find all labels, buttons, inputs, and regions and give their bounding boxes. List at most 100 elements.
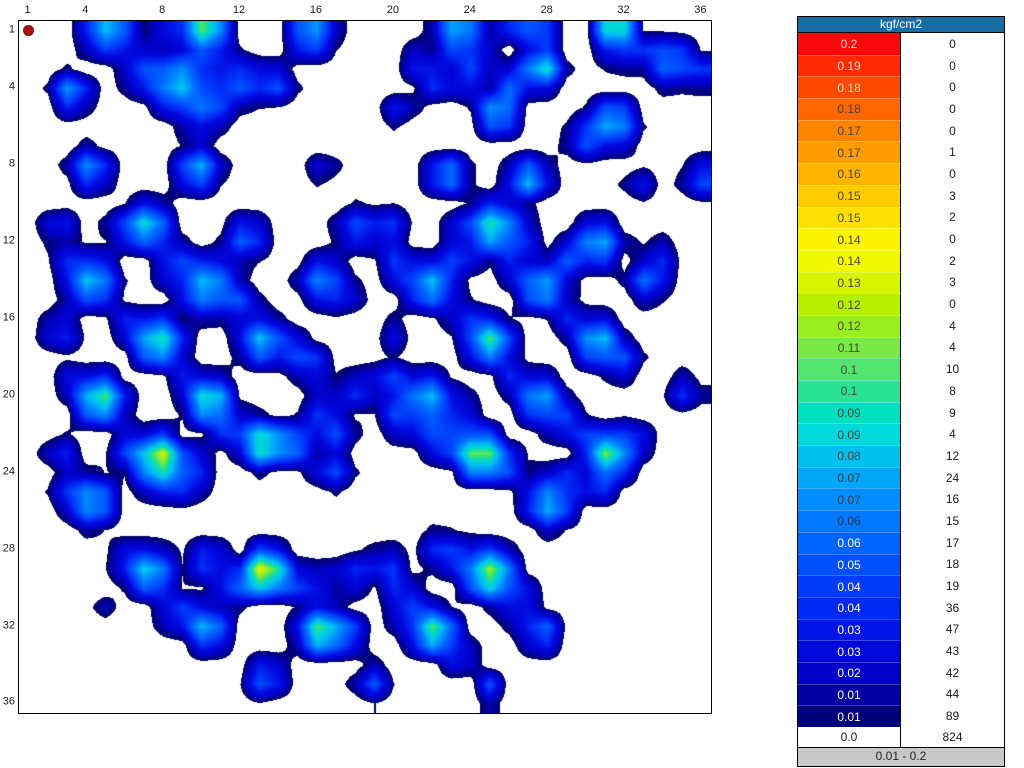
legend-zero-count: 824 [901, 727, 1004, 747]
legend-row: 0.07 16 [798, 488, 1004, 511]
legend-row: 0.18 0 [798, 98, 1004, 120]
legend-value-cell: 0.06 [798, 531, 901, 554]
legend-count-cell: 0 [901, 228, 1004, 250]
legend-value-cell: 0.11 [798, 336, 901, 359]
legend-row: 0.1 8 [798, 380, 1004, 402]
legend-rows: 0.2 0 0.19 0 0.18 0 0.18 0 0.17 0 0.17 1 0.16 0 0.15 3 0… [797, 33, 1005, 727]
legend-row: 0.12 4 [798, 314, 1004, 337]
y-tick-label: 36 [2, 695, 15, 708]
legend-count-cell: 4 [901, 336, 1004, 359]
x-tick-label: 32 [617, 4, 630, 16]
legend-header: kgf/cm2 [797, 16, 1005, 33]
legend-count-cell: 2 [901, 249, 1004, 272]
legend-count-cell: 0 [901, 293, 1004, 315]
pressure-heatmap-canvas[interactable] [19, 21, 711, 713]
legend-count-cell: 24 [901, 466, 1004, 489]
legend-value-cell: 0.1 [798, 358, 901, 380]
legend-row: 0.09 9 [798, 401, 1004, 424]
legend-count-cell: 19 [901, 575, 1004, 597]
x-tick-label: 28 [540, 4, 553, 16]
legend-row: 0.05 18 [798, 553, 1004, 576]
y-tick-label: 12 [2, 234, 15, 247]
legend-count-cell: 2 [901, 206, 1004, 229]
legend-row: 0.15 2 [798, 206, 1004, 229]
legend-value-cell: 0.15 [798, 206, 901, 229]
legend-row: 0.04 19 [798, 575, 1004, 597]
legend-value-cell: 0.17 [798, 119, 901, 142]
legend-count-cell: 89 [901, 705, 1004, 727]
legend-count-cell: 3 [901, 184, 1004, 207]
legend-value-cell: 0.09 [798, 423, 901, 446]
legend-value-cell: 0.03 [798, 618, 901, 641]
legend-value-cell: 0.19 [798, 54, 901, 77]
legend-count-cell: 0 [901, 76, 1004, 99]
legend-row: 0.07 24 [798, 466, 1004, 489]
legend-count-cell: 44 [901, 683, 1004, 706]
legend-value-cell: 0.09 [798, 401, 901, 424]
legend-zero-row: 0.0 824 [797, 727, 1005, 748]
legend-row: 0.04 36 [798, 596, 1004, 619]
y-tick-label: 24 [2, 465, 15, 478]
legend-count-cell: 4 [901, 314, 1004, 337]
legend-row: 0.06 15 [798, 510, 1004, 532]
x-tick-label: 24 [463, 4, 476, 16]
legend-value-cell: 0.14 [798, 249, 901, 272]
legend-value-cell: 0.01 [798, 683, 901, 706]
red-marker-dot [23, 25, 35, 37]
legend-row: 0.06 17 [798, 531, 1004, 554]
legend-count-cell: 42 [901, 661, 1004, 684]
legend-count-cell: 4 [901, 423, 1004, 446]
legend-row: 0.19 0 [798, 54, 1004, 77]
legend-count-cell: 10 [901, 358, 1004, 380]
legend-value-cell: 0.16 [798, 163, 901, 185]
legend-value-cell: 0.18 [798, 98, 901, 120]
legend-value-cell: 0.04 [798, 596, 901, 619]
legend-row: 0.18 0 [798, 76, 1004, 99]
legend-count-cell: 36 [901, 596, 1004, 619]
legend-row: 0.16 0 [798, 163, 1004, 185]
legend-value-cell: 0.04 [798, 575, 901, 597]
legend-count-cell: 18 [901, 553, 1004, 576]
legend-count-cell: 8 [901, 380, 1004, 402]
x-tick-label: 1 [24, 4, 31, 16]
legend-row: 0.2 0 [798, 33, 1004, 55]
y-tick-label: 8 [8, 157, 15, 170]
legend-count-cell: 0 [901, 98, 1004, 120]
legend-count-cell: 0 [901, 163, 1004, 185]
legend-value-cell: 0.1 [798, 380, 901, 402]
legend-count-cell: 43 [901, 640, 1004, 662]
legend-row: 0.11 4 [798, 336, 1004, 359]
legend-row: 0.03 47 [798, 618, 1004, 641]
legend-row: 0.01 89 [798, 705, 1004, 727]
legend-value-cell: 0.06 [798, 510, 901, 532]
legend-table: kgf/cm2 0.2 0 0.19 0 0.18 0 0.18 0 0.17 0 0.17 1 0.1… [797, 16, 1005, 767]
legend-row: 0.08 12 [798, 445, 1004, 467]
legend-row: 0.17 1 [798, 141, 1004, 164]
legend-value-cell: 0.01 [798, 705, 901, 727]
legend-count-cell: 17 [901, 531, 1004, 554]
legend-row: 0.14 2 [798, 249, 1004, 272]
legend-row: 0.17 0 [798, 119, 1004, 142]
legend-value-cell: 0.03 [798, 640, 901, 662]
legend-range-footer: 0.01 - 0.2 [797, 748, 1005, 767]
legend-count-cell: 1 [901, 141, 1004, 164]
y-tick-label: 1 [8, 23, 15, 36]
y-tick-label: 28 [2, 542, 15, 555]
legend-count-cell: 12 [901, 445, 1004, 467]
legend-count-cell: 47 [901, 618, 1004, 641]
y-tick-label: 4 [8, 80, 15, 93]
legend-count-cell: 3 [901, 271, 1004, 294]
legend-row: 0.1 10 [798, 358, 1004, 380]
x-tick-label: 20 [386, 4, 399, 16]
legend-value-cell: 0.15 [798, 184, 901, 207]
legend-value-cell: 0.12 [798, 314, 901, 337]
legend-value-cell: 0.17 [798, 141, 901, 164]
legend-row: 0.03 43 [798, 640, 1004, 662]
legend-row: 0.15 3 [798, 184, 1004, 207]
legend-value-cell: 0.07 [798, 466, 901, 489]
legend-value-cell: 0.08 [798, 445, 901, 467]
x-tick-label: 12 [232, 4, 246, 16]
legend-count-cell: 15 [901, 510, 1004, 532]
legend-value-cell: 0.2 [798, 33, 901, 55]
